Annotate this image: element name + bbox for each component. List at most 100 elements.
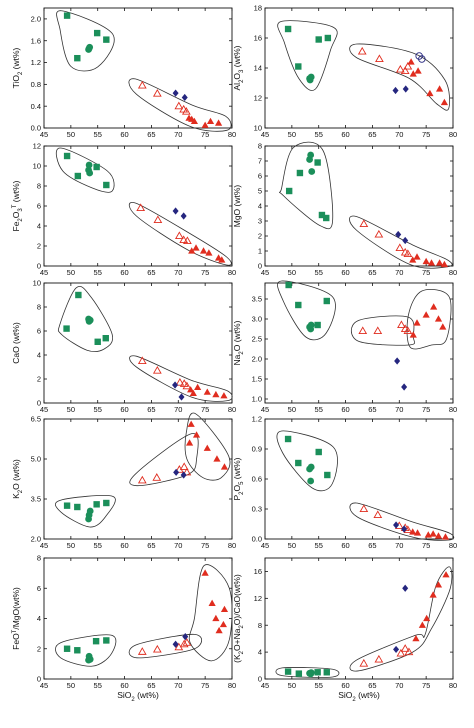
point-triangle-filled-2 — [212, 614, 220, 622]
point-triangle-filled-2 — [190, 117, 198, 125]
x-tick-label: 55 — [94, 268, 102, 277]
x-tick-label: 45 — [261, 541, 269, 550]
y-tick-label: 1.0 — [252, 395, 262, 404]
y-tick-label: 1.2 — [252, 415, 262, 424]
point-square-3 — [323, 669, 330, 676]
point-square-3 — [103, 499, 110, 507]
field-outline-0 — [55, 147, 115, 193]
y-tick-label: 10 — [33, 279, 41, 288]
point-diamond-1 — [401, 525, 408, 533]
x-tick-label: 80 — [449, 541, 457, 550]
x-tick-label: 45 — [40, 268, 48, 277]
point-square-2 — [92, 637, 100, 645]
y-tick-label: 3 — [258, 217, 262, 226]
field-outline-0 — [276, 430, 338, 492]
point-triangle-filled-5 — [440, 98, 449, 106]
y-tick-label: 12 — [254, 94, 262, 103]
panel-k2o-na2o-cao: 45 50 55 60 65 70 75 80 0 4 8 12 16 (K2O+Na2O)/CaO(wt… — [232, 557, 457, 703]
y-axis-label: FeOT/MgO(wt%) — [11, 587, 21, 650]
point-triangle-filled-0 — [188, 247, 196, 254]
x-tick-label: 80 — [228, 130, 236, 139]
point-triangle-open-0 — [136, 203, 146, 212]
x-tick-label: 70 — [174, 268, 182, 277]
point-square-2 — [314, 321, 321, 329]
x-tick-label: 80 — [449, 681, 457, 690]
y-tick-label: 4 — [37, 222, 41, 231]
point-triangle-filled-5 — [418, 621, 426, 628]
field-outline-1 — [349, 43, 450, 111]
y-tick-label: 16 — [254, 567, 262, 576]
point-triangle-filled-3 — [442, 571, 450, 578]
x-tick-label: 50 — [67, 681, 75, 690]
plot-frame — [264, 418, 454, 540]
x-tick-label: 60 — [120, 681, 128, 690]
point-diamond-0 — [395, 230, 402, 239]
y-tick-label: 3.5 — [31, 495, 41, 504]
y-tick-label: 12 — [33, 142, 41, 151]
field-outline-0 — [56, 10, 115, 72]
point-diamond-0 — [393, 521, 400, 529]
point-triangle-open-4 — [404, 647, 414, 656]
point-triangle-filled-3 — [203, 444, 211, 451]
x-tick-label: 75 — [201, 681, 209, 690]
x-tick-label: 55 — [94, 130, 102, 139]
point-triangle-filled-0 — [409, 528, 417, 535]
y-tick-label: 6 — [258, 172, 262, 181]
point-triangle-filled-0 — [201, 569, 209, 576]
x-tick-label: 80 — [228, 541, 236, 550]
point-triangle-filled-5 — [214, 119, 223, 126]
field-outline-2 — [184, 412, 231, 481]
point-triangle-filled-4 — [213, 455, 221, 462]
point-square-1 — [74, 503, 81, 511]
point-triangle-filled-0 — [185, 439, 194, 446]
y-tick-label: 2 — [37, 242, 41, 251]
point-triangle-open-1 — [152, 89, 162, 97]
point-triangle-filled-1 — [187, 420, 195, 427]
y-tick-label: 12 — [254, 594, 262, 603]
point-diamond-1 — [402, 85, 409, 93]
point-square-0 — [284, 435, 292, 443]
x-tick-label: 70 — [395, 405, 403, 414]
point-square-0 — [285, 281, 292, 289]
field-outline-1 — [349, 215, 453, 269]
y-tick-label: 4 — [37, 614, 41, 623]
point-triangle-filled-5 — [441, 533, 450, 540]
point-diamond-1 — [182, 633, 189, 641]
point-square-3 — [323, 297, 330, 305]
x-tick-label: 70 — [395, 268, 403, 277]
point-square-1 — [295, 63, 302, 70]
point-square-1 — [295, 459, 302, 467]
point-triangle-filled-2 — [194, 383, 202, 390]
x-tick-label: 45 — [261, 681, 269, 690]
point-square-1 — [295, 670, 303, 677]
field-outline-0 — [277, 280, 336, 341]
point-triangle-open-3 — [179, 639, 189, 648]
point-triangle-open-2 — [396, 648, 406, 657]
x-tick-label: 75 — [201, 130, 209, 139]
point-diamond-0 — [393, 645, 400, 654]
x-tick-label: 45 — [40, 681, 48, 690]
y-axis-label: K2O (wt%) — [11, 459, 24, 499]
point-square-2 — [93, 501, 100, 508]
point-triangle-open-2 — [395, 243, 405, 252]
point-triangle-filled-3 — [427, 259, 436, 266]
point-triangle-filled-2 — [192, 431, 201, 438]
x-tick-label: 70 — [395, 130, 403, 139]
y-axis-label: Al2O3 (wt%) — [232, 45, 245, 90]
plot-frame — [43, 557, 233, 680]
x-tick-label: 75 — [422, 268, 430, 277]
point-triangle-filled-4 — [215, 626, 223, 634]
y-tick-label: 2.0 — [252, 355, 262, 364]
y-tick-label: 8 — [258, 621, 262, 630]
point-triangle-filled-0 — [407, 58, 415, 65]
x-tick-label: 80 — [228, 268, 236, 277]
point-triangle-filled-0 — [412, 634, 420, 642]
y-tick-label: 5.0 — [31, 455, 41, 464]
field-outline-0 — [57, 285, 114, 352]
point-diamond-0 — [172, 381, 179, 389]
point-triangle-filled-2 — [414, 67, 422, 74]
point-circle-2 — [86, 43, 94, 51]
point-square-0 — [63, 645, 71, 652]
point-square-0 — [63, 325, 70, 332]
